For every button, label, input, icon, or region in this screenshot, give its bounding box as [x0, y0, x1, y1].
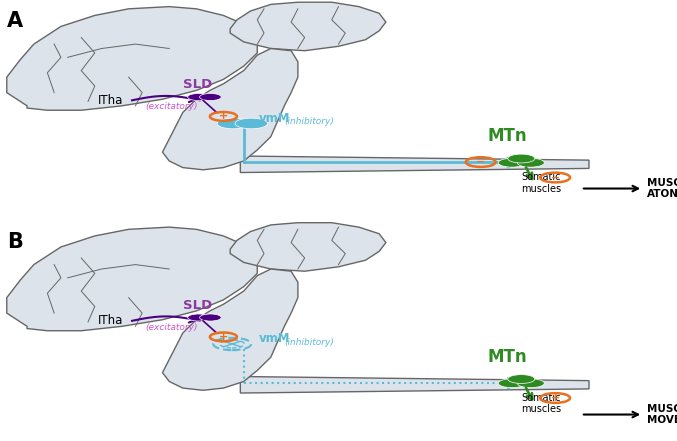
Circle shape [188, 93, 209, 101]
Circle shape [217, 118, 250, 129]
Text: MTn: MTn [487, 127, 527, 145]
Text: +: + [550, 393, 560, 403]
Text: (excitatory): (excitatory) [146, 323, 198, 332]
Circle shape [188, 314, 209, 321]
Polygon shape [230, 223, 386, 271]
Text: A: A [7, 11, 23, 31]
Text: Somatic
muscles: Somatic muscles [521, 393, 562, 415]
Circle shape [498, 158, 525, 167]
Circle shape [200, 93, 221, 101]
Text: SLD: SLD [183, 78, 212, 91]
Polygon shape [230, 2, 386, 51]
Text: −: − [476, 157, 485, 167]
Polygon shape [162, 269, 298, 390]
Text: ITha: ITha [98, 314, 123, 327]
Text: ITha: ITha [98, 94, 123, 107]
Text: MTn: MTn [487, 348, 527, 366]
Circle shape [517, 158, 544, 167]
Text: (inhibitory): (inhibitory) [284, 117, 334, 127]
Circle shape [508, 154, 535, 163]
Circle shape [235, 118, 267, 129]
Text: SLD: SLD [183, 299, 212, 312]
Polygon shape [240, 156, 589, 172]
Text: vmM: vmM [259, 332, 290, 345]
Text: +: + [219, 112, 228, 121]
Text: (excitatory): (excitatory) [146, 102, 198, 111]
Text: MUSCLE
ATONIA: MUSCLE ATONIA [647, 178, 677, 199]
Polygon shape [7, 7, 257, 110]
Polygon shape [7, 227, 257, 331]
Text: −: − [550, 172, 560, 183]
Text: (inhibitory): (inhibitory) [284, 338, 334, 347]
Text: Somatic
muscles: Somatic muscles [521, 172, 562, 194]
Polygon shape [162, 49, 298, 170]
Text: vmM: vmM [259, 112, 290, 125]
Circle shape [517, 379, 544, 388]
Text: B: B [7, 232, 22, 251]
Circle shape [498, 379, 525, 388]
Circle shape [200, 314, 221, 321]
Text: MUSCLE TONE
MOVEMENTS: MUSCLE TONE MOVEMENTS [647, 404, 677, 425]
Polygon shape [240, 377, 589, 393]
Text: +: + [219, 332, 228, 342]
Circle shape [508, 374, 535, 383]
